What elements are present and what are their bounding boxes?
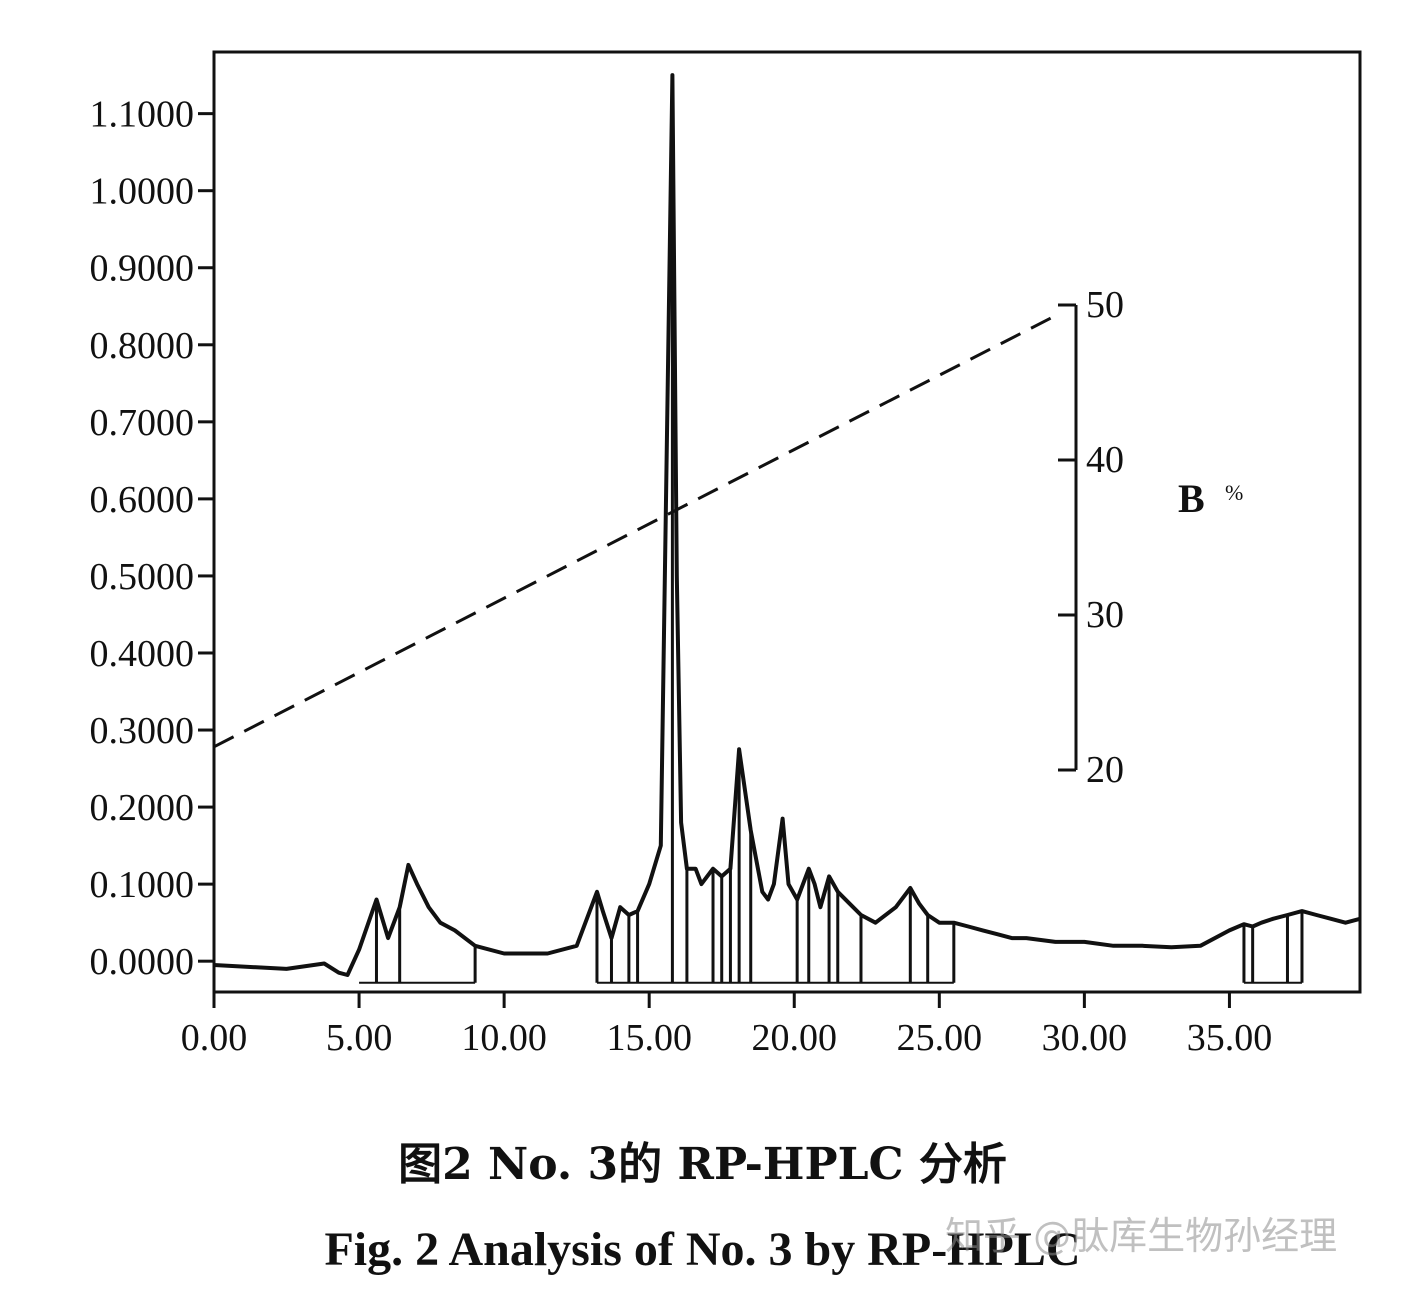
x-tick-label: 20.00: [752, 1017, 838, 1059]
right-tick-label: 20: [1086, 749, 1124, 791]
x-tick-label: 5.00: [326, 1017, 393, 1059]
y-tick-label: 0.1000: [90, 864, 195, 906]
y-tick-label: 0.8000: [90, 325, 195, 367]
series-layer: [213, 73, 1361, 977]
peak-integration-bars: [359, 75, 1304, 984]
chromatogram-chart: 0.0000 0.1000 0.2000 0.3000 0.4000 0.5000 0.60…: [90, 50, 1362, 1059]
gradient-b-percent-line: [213, 311, 1062, 749]
x-axis: 0.00 5.00 10.00 15.00 20.00 25.00 30.00 35.00: [181, 992, 1272, 1059]
right-tick-label: 30: [1086, 594, 1124, 636]
y-tick-label: 0.4000: [90, 633, 195, 675]
figure-caption-english: Fig. 2 Analysis of No. 3 by RP-HPLC: [324, 1223, 1081, 1276]
absorbance-trace: [213, 73, 1361, 977]
watermark: 知乎 @肽库生物孙经理: [945, 1214, 1338, 1258]
x-tick-label: 10.00: [461, 1017, 547, 1059]
figure-caption-chinese: 图2 No. 3的 RP-HPLC 分析: [398, 1139, 1007, 1190]
right-tick-label: 50: [1086, 284, 1124, 326]
right-b-percent-axis: 20 30 40 50: [1058, 284, 1124, 791]
x-tick-label: 0.00: [181, 1017, 248, 1059]
plot-frame: [212, 50, 1362, 994]
y-tick-label: 0.7000: [90, 402, 195, 444]
y-tick-label: 0.9000: [90, 248, 195, 290]
right-axis-title: B: [1178, 476, 1205, 521]
y-tick-label: 0.5000: [90, 556, 195, 598]
x-tick-label: 30.00: [1042, 1017, 1128, 1059]
x-tick-label: 15.00: [606, 1017, 692, 1059]
y-tick-label: 0.0000: [90, 941, 195, 983]
right-axis-unit: %: [1225, 480, 1243, 505]
right-tick-label: 40: [1086, 439, 1124, 481]
x-tick-label: 25.00: [897, 1017, 983, 1059]
y-tick-label: 0.6000: [90, 479, 195, 521]
y-tick-label: 1.0000: [90, 171, 195, 213]
left-y-axis: 0.0000 0.1000 0.2000 0.3000 0.4000 0.5000 0.60…: [90, 94, 214, 983]
y-tick-label: 0.2000: [90, 787, 195, 829]
y-tick-label: 1.1000: [90, 94, 195, 136]
x-tick-label: 35.00: [1187, 1017, 1273, 1059]
y-tick-label: 0.3000: [90, 710, 195, 752]
